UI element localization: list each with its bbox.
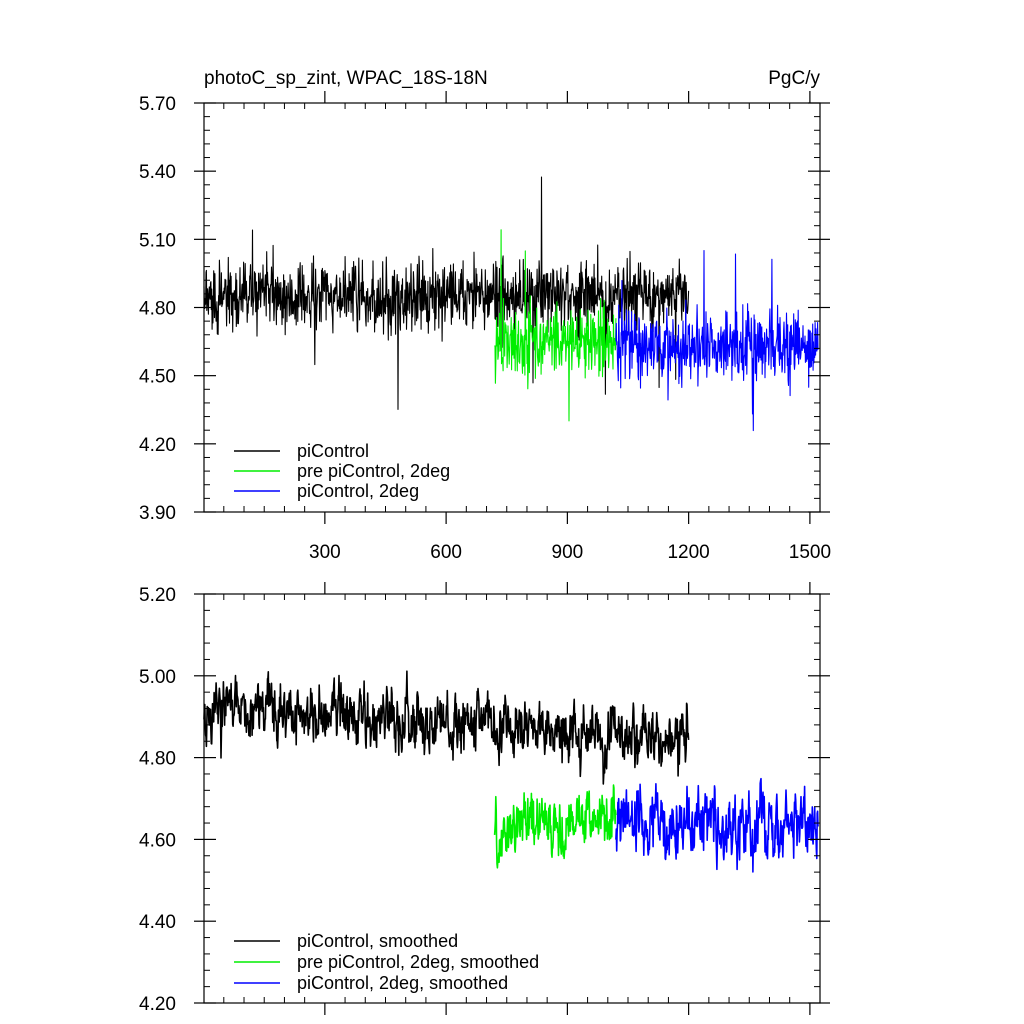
y-tick-label: 4.80 [139,299,176,320]
bottom-panel: 4.20 4.40 4.60 4.80 5.00 5.20 piControl, smoo… [139,582,830,1015]
y-tick-label: 5.70 [139,94,176,115]
top-panel: photoC_sp_zint, WPAC_18S-18N PgC/y 3.90 4… [139,68,831,563]
legend-label-picontrol-smoothed: piControl, smoothed [297,931,458,951]
y-tick-label: 5.20 [139,585,176,606]
y-tick-label: 4.80 [139,749,176,770]
y-tick-label: 4.60 [139,830,176,851]
bottom-series-group [203,670,819,873]
y-tick-label: 5.00 [139,667,176,688]
legend-label-pre-picontrol-2deg-smoothed: pre piControl, 2deg, smoothed [297,952,539,972]
x-tick-label: 1500 [789,542,831,563]
series-line-bottom-0 [203,670,690,785]
y-tick-label: 5.40 [139,162,176,183]
series-line-top-1 [494,229,617,422]
legend-label-picontrol-2deg: piControl, 2deg [297,481,419,501]
y-tick-label: 3.90 [139,503,176,524]
x-tick-label: 900 [552,542,584,563]
x-tick-label: 600 [430,542,462,563]
top-series-group [203,176,819,432]
legend-label-pre-picontrol-2deg: pre piControl, 2deg [297,461,450,481]
plot-frame [203,593,821,1004]
series-line-bottom-2 [615,777,819,873]
top-legend: piControl pre piControl, 2deg piControl,… [234,441,450,501]
series-line-top-0 [203,176,690,410]
y-tick-label: 4.20 [139,435,176,456]
bottom-axes: 4.20 4.40 4.60 4.80 5.00 5.20 [139,582,830,1015]
y-tick-label: 4.20 [139,994,176,1015]
legend-label-picontrol: piControl [297,441,369,461]
x-tick-label: 300 [309,542,341,563]
chart-title-units: PgC/y [768,68,820,89]
y-tick-label: 4.50 [139,367,176,388]
series-line-top-2 [615,250,819,432]
bottom-legend: piControl, smoothed pre piControl, 2deg,… [234,931,539,993]
x-tick-label: 1200 [667,542,709,563]
top-axes: 3.90 4.20 4.50 4.80 5.10 5.40 5.70 300 600 900 120… [139,91,831,563]
y-tick-label: 5.10 [139,230,176,251]
legend-label-picontrol-2deg-smoothed: piControl, 2deg, smoothed [297,973,508,993]
series-line-bottom-1 [493,784,617,869]
y-tick-label: 4.40 [139,912,176,933]
chart-title-left: photoC_sp_zint, WPAC_18S-18N [204,68,488,89]
